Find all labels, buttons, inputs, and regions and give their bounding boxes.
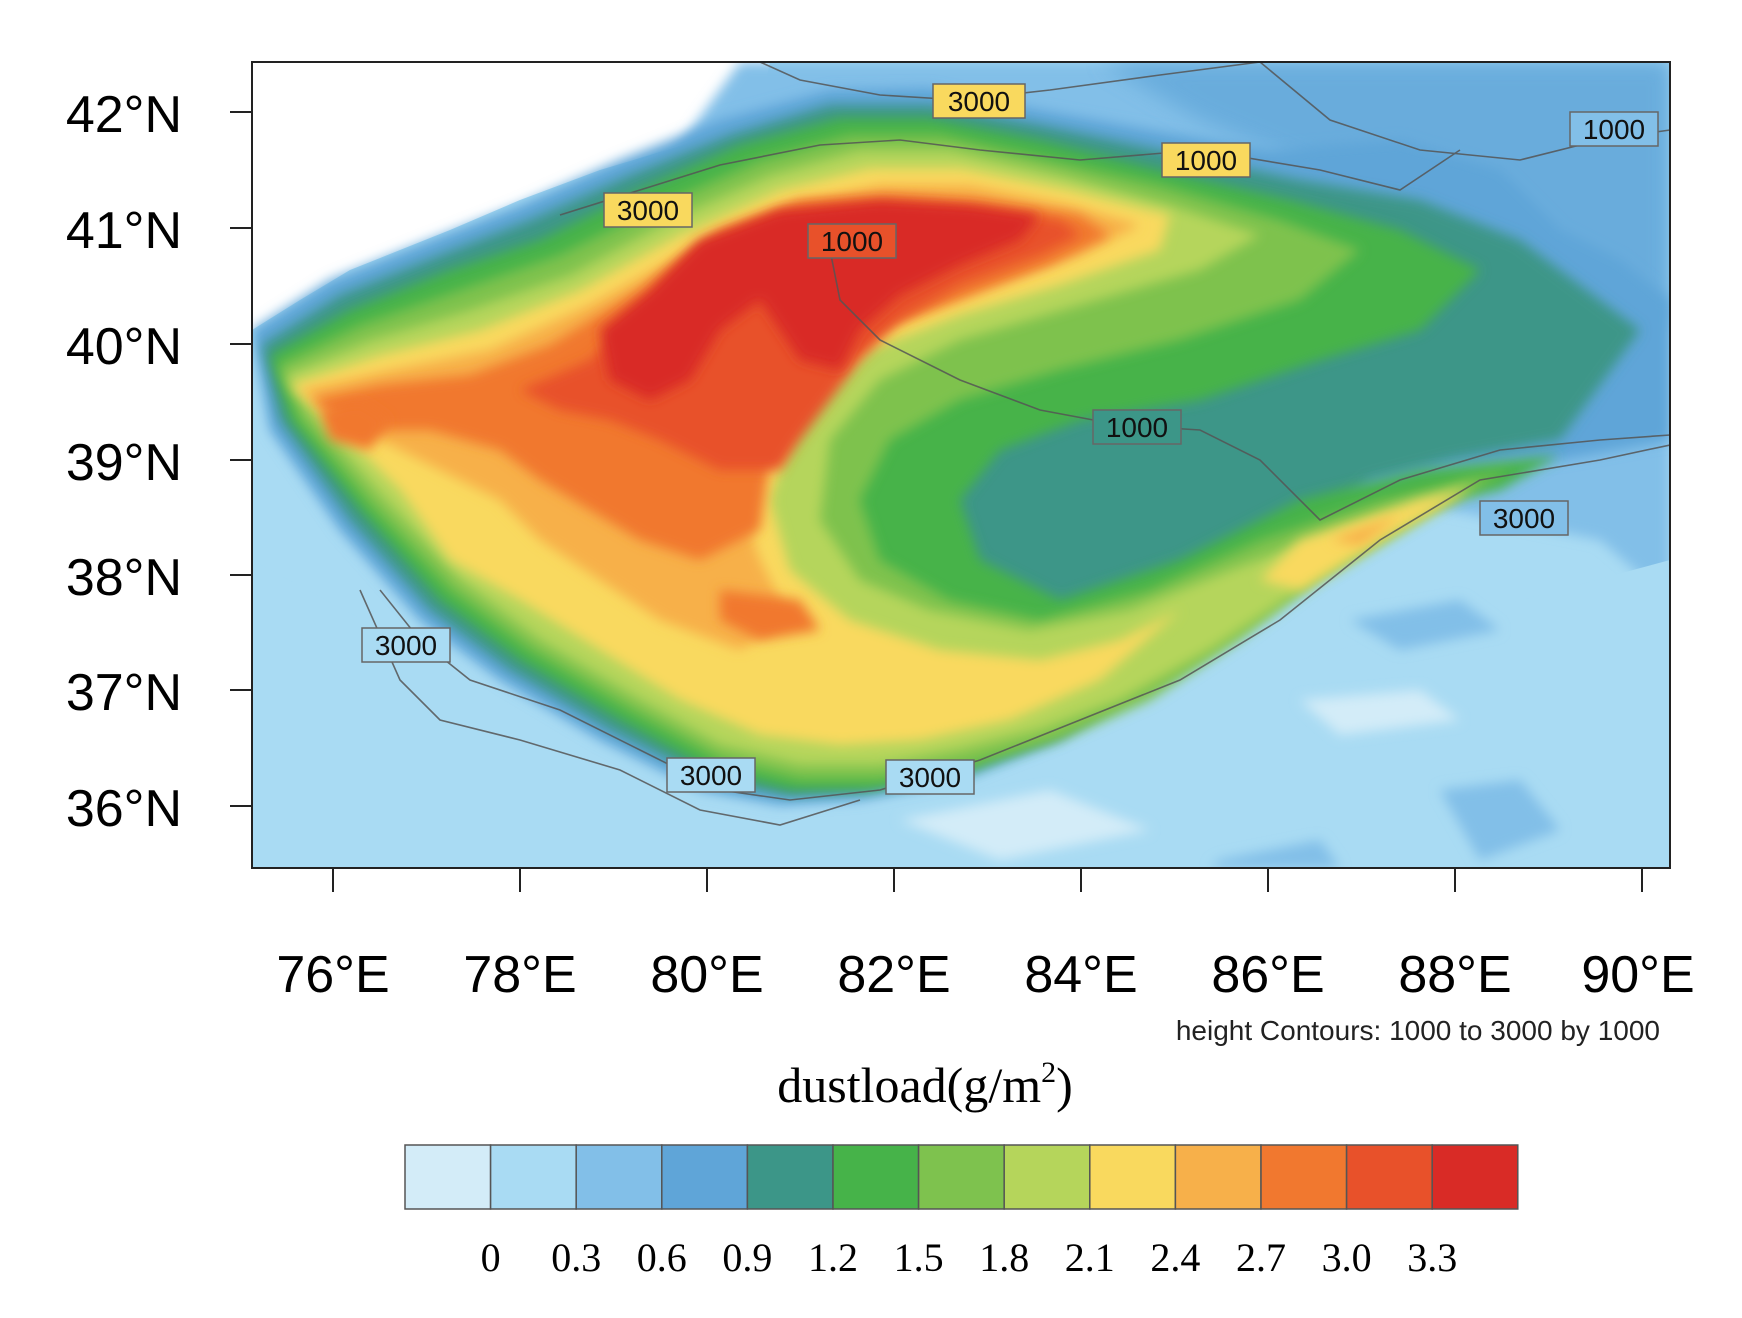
colorbar-swatch — [746, 1144, 834, 1210]
map-plot-area: 3000 1000 1000 3000 1000 1000 3000 3000 — [252, 62, 1670, 868]
colorbar-tick-label: 0.3 — [551, 1235, 601, 1280]
colorbar — [404, 1144, 1519, 1210]
contour-label-text: 3000 — [948, 86, 1010, 117]
contour-label-text: 3000 — [1493, 503, 1555, 534]
colorbar-swatch — [1174, 1144, 1262, 1210]
colorbar-swatch — [917, 1144, 1005, 1210]
contour-label-mid-1000: 1000 — [1092, 409, 1182, 445]
colorbar-title: dustload(g/m2) — [777, 1056, 1073, 1113]
contour-label-northeast-1000: 1000 — [1569, 111, 1659, 147]
map-frame — [251, 61, 1671, 869]
colorbar-tick-label: 0.6 — [637, 1235, 687, 1280]
colorbar-tick-label: 2.7 — [1236, 1235, 1286, 1280]
dust-layer-max — [600, 200, 1040, 400]
contour-1000-north — [559, 139, 1461, 216]
lat-label: 38°N — [66, 549, 182, 607]
colorbar-tick-label: 2.4 — [1150, 1235, 1200, 1280]
colorbar-swatch — [1260, 1144, 1348, 1210]
colorbar-swatch — [489, 1144, 577, 1210]
contour-label-east-3000: 3000 — [1479, 500, 1569, 536]
contour-label-text: 1000 — [1583, 114, 1645, 145]
longitude-axis — [332, 868, 1643, 892]
contour-3000-southwest — [359, 589, 861, 826]
contour-label-text: 1000 — [1175, 145, 1237, 176]
colorbar-tick-label: 0.9 — [722, 1235, 772, 1280]
contour-label-text: 3000 — [680, 760, 742, 791]
southern-light-field — [252, 560, 1670, 868]
lon-label: 76°E — [276, 946, 389, 1004]
contour-1000-central — [829, 249, 1670, 521]
lat-label: 36°N — [66, 780, 182, 838]
colorbar-tick-label: 2.1 — [1065, 1235, 1115, 1280]
lon-label: 84°E — [1024, 946, 1137, 1004]
contour-label-text: 3000 — [899, 762, 961, 793]
colorbar-tick-label: 0 — [481, 1235, 501, 1280]
colorbar-swatch — [575, 1144, 663, 1210]
colorbar-title-main: dustload(g/m — [777, 1057, 1041, 1113]
lon-label: 78°E — [463, 946, 576, 1004]
colorbar-swatch — [1003, 1144, 1091, 1210]
colorbar-tick-label: 1.5 — [894, 1235, 944, 1280]
contour-label-west-3000: 3000 — [361, 627, 451, 663]
contour-label-text: 1000 — [821, 226, 883, 257]
lon-label: 80°E — [650, 946, 763, 1004]
longitude-labels: 76°E 78°E 80°E 82°E 84°E 86°E 88°E 90°E — [276, 946, 1694, 1004]
latitude-labels: 42°N 41°N 40°N 39°N 38°N 37°N 36°N — [66, 86, 182, 838]
lat-label: 42°N — [66, 86, 182, 144]
lat-label: 37°N — [66, 664, 182, 722]
colorbar-tick-label: 3.0 — [1322, 1235, 1372, 1280]
colorbar-swatch — [832, 1144, 920, 1210]
contour-label-south-3000-b: 3000 — [885, 759, 975, 795]
colorbar-swatch — [404, 1144, 492, 1210]
lon-label: 90°E — [1581, 946, 1694, 1004]
no-data-region — [252, 62, 770, 330]
colorbar-labels: 0 0.3 0.6 0.9 1.2 1.5 1.8 2.1 2.4 2.7 3.0 3.3 — [481, 1235, 1458, 1280]
colorbar-tick-label: 3.3 — [1407, 1235, 1457, 1280]
lon-label: 88°E — [1398, 946, 1511, 1004]
contour-label-text: 3000 — [617, 195, 679, 226]
lat-label: 40°N — [66, 318, 182, 376]
dust-layer-2.7 — [300, 185, 1400, 650]
colorbar-swatch — [661, 1144, 749, 1210]
lat-label: 39°N — [66, 434, 182, 492]
contour-note: height Contours: 1000 to 3000 by 1000 — [1176, 1015, 1660, 1046]
latitude-axis — [230, 111, 252, 807]
contour-label-northwest-3000: 3000 — [603, 192, 693, 228]
colorbar-swatch — [1431, 1144, 1519, 1210]
dust-core-west — [320, 400, 390, 450]
contour-label-top-3000: 3000 — [932, 83, 1026, 119]
contour-label-text: 3000 — [375, 630, 437, 661]
colorbar-tick-label: 1.2 — [808, 1235, 858, 1280]
colorbar-swatch — [1345, 1144, 1433, 1210]
colorbar-title-superscript: 2 — [1041, 1056, 1056, 1089]
contour-label-south-3000-a: 3000 — [666, 757, 756, 793]
contour-label-central-1000: 1000 — [807, 223, 897, 259]
contour-label-east-1000: 1000 — [1161, 142, 1251, 178]
colorbar-title-end: ) — [1056, 1057, 1073, 1113]
colorbar-swatch — [1089, 1144, 1177, 1210]
lon-label: 86°E — [1211, 946, 1324, 1004]
southern-blue-patches — [1210, 600, 1560, 868]
southern-pale-patches — [900, 690, 1460, 860]
lat-label: 41°N — [66, 202, 182, 260]
contour-label-text: 1000 — [1106, 412, 1168, 443]
colorbar-tick-label: 1.8 — [979, 1235, 1029, 1280]
lon-label: 82°E — [837, 946, 950, 1004]
